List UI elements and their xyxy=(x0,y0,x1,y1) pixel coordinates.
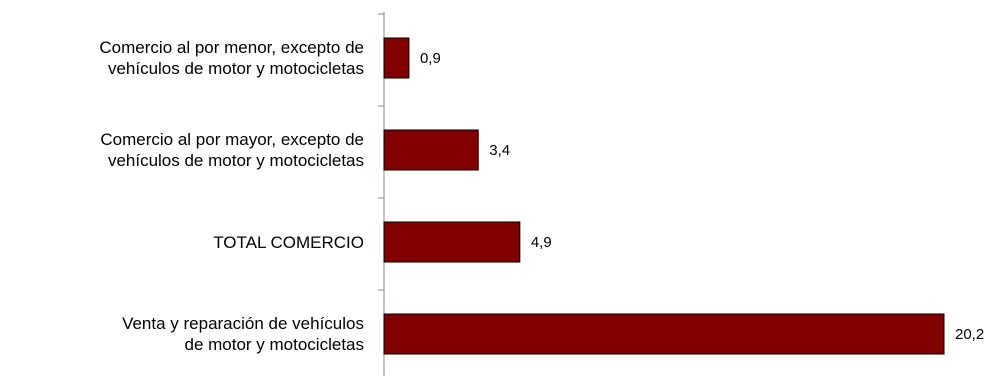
bar xyxy=(383,129,479,171)
category-label: TOTAL COMERCIO xyxy=(213,232,364,252)
bar xyxy=(383,221,521,263)
bar xyxy=(383,37,410,79)
value-label: 20,2 xyxy=(955,326,984,343)
bar xyxy=(383,313,945,355)
value-label: 4,9 xyxy=(531,234,552,251)
value-label: 0,9 xyxy=(420,50,441,67)
category-label: Comercio al por mayor, excepto de vehícu… xyxy=(100,130,364,170)
value-label: 3,4 xyxy=(489,142,510,159)
category-label: Comercio al por menor, excepto de vehícu… xyxy=(99,38,364,78)
category-label: Venta y reparación de vehículos de motor… xyxy=(122,314,364,354)
